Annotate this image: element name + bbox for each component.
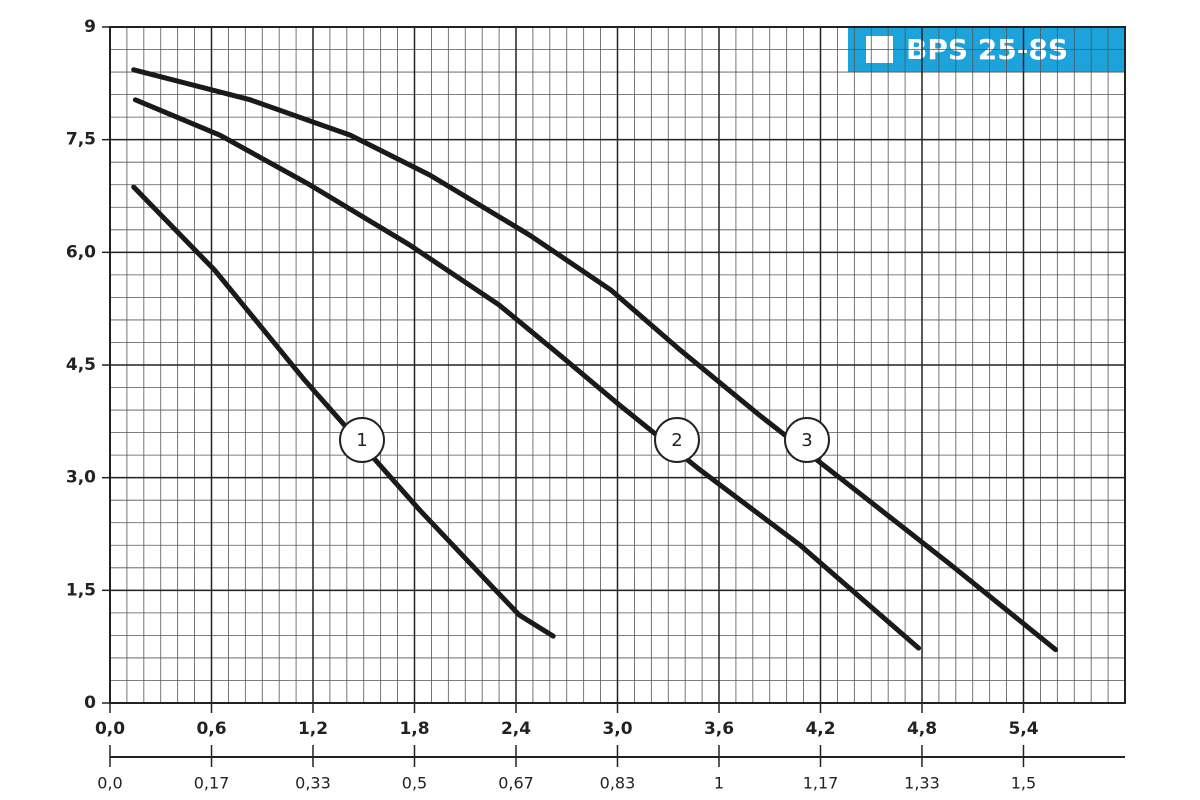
x-tick-label: 4,2 [805, 719, 835, 739]
x2-tick-label: 1,17 [803, 774, 839, 793]
y-tick-label: 4,5 [66, 355, 96, 375]
curve-label: 1 [356, 430, 367, 451]
curve [131, 184, 556, 639]
x-tick-label: 4,8 [907, 719, 937, 739]
curve-label-circle [339, 417, 385, 463]
x-tick-label: 3,6 [704, 719, 734, 739]
x2-tick-label: 0,83 [600, 774, 636, 793]
grid [109, 26, 1125, 704]
x2-tick-label: 0,5 [402, 774, 427, 793]
x-tick-label: 2,4 [501, 719, 531, 739]
x-tick-label: 0,6 [196, 719, 226, 739]
x2-tick-label: 1,33 [904, 774, 940, 793]
curve-label-circle [784, 417, 830, 463]
x2-tick-label: 0,67 [498, 774, 534, 793]
x2-tick-label: 0,33 [295, 774, 331, 793]
curve [132, 97, 922, 651]
y-tick-label: 1,5 [66, 580, 96, 600]
curve-label: 2 [671, 430, 682, 451]
x-tick-label: 0,0 [95, 719, 125, 739]
y-tick-label: 3,0 [66, 468, 96, 488]
curve-label-circle [654, 417, 700, 463]
curve-label: 3 [801, 430, 812, 451]
x2-tick-label: 0,17 [194, 774, 230, 793]
x-tick-label: 1,8 [399, 719, 429, 739]
y-tick-label: 6,0 [66, 242, 96, 262]
x-tick-label: 5,4 [1008, 719, 1038, 739]
x-tick-label: 1,2 [298, 719, 328, 739]
plot-frame [109, 26, 1126, 704]
y-tick-label: 0 [84, 693, 96, 713]
curve [131, 67, 1059, 653]
x2-tick-label: 1 [714, 774, 724, 793]
x2-tick-label: 1,5 [1011, 774, 1036, 793]
y-tick-label: 9 [84, 17, 96, 37]
x2-tick-label: 0,0 [97, 774, 122, 793]
x-tick-label: 3,0 [602, 719, 632, 739]
y-tick-label: 7,5 [66, 130, 96, 150]
